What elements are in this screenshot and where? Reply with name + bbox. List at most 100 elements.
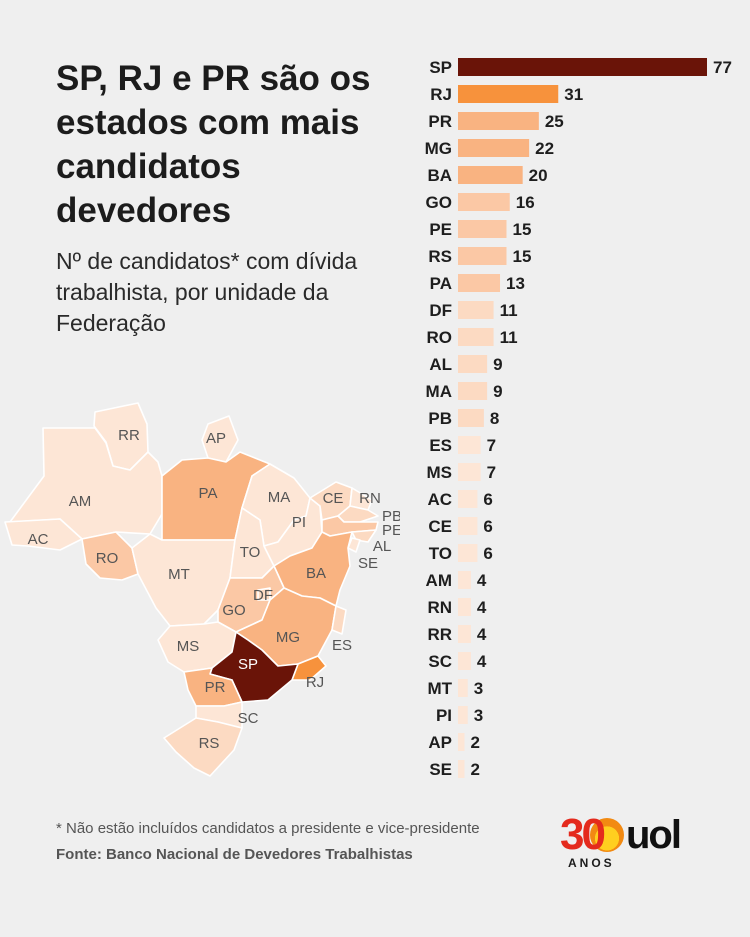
bar-to — [458, 544, 478, 562]
source-note: Fonte: Banco Nacional de Devedores Traba… — [56, 846, 413, 863]
map-label-df: DF — [253, 587, 273, 604]
bar-label-rr: RR — [427, 625, 452, 644]
bar-label-ro: RO — [427, 328, 453, 347]
bar-go — [458, 193, 510, 211]
bar-mt — [458, 679, 468, 697]
map-label-pr: PR — [205, 679, 226, 696]
bar-label-pi: PI — [436, 706, 452, 725]
footnote: * Não estão incluídos candidatos a presi… — [56, 820, 480, 837]
state-shape-es — [331, 605, 347, 635]
bar-am — [458, 571, 471, 589]
bar-value-es: 7 — [487, 436, 496, 455]
bar-rr — [458, 625, 471, 643]
bar-ms — [458, 463, 481, 481]
bar-value-mg: 22 — [535, 139, 554, 158]
map-label-ce: CE — [323, 490, 344, 507]
bar-value-sc: 4 — [477, 652, 487, 671]
bar-se — [458, 760, 465, 778]
map-label-ac: AC — [28, 531, 49, 548]
bar-label-go: GO — [426, 193, 452, 212]
map-label-al: AL — [373, 538, 391, 555]
map-label-se: SE — [358, 555, 378, 572]
bar-value-ro: 11 — [500, 328, 518, 347]
map-label-rs: RS — [199, 735, 220, 752]
chart-subtitle: Nº de candidatos* com dívida trabalhista… — [56, 248, 358, 336]
bar-label-pe: PE — [429, 220, 452, 239]
bar-al — [458, 355, 488, 373]
bar-pi — [458, 706, 468, 724]
logo-anos: ANOS — [568, 856, 615, 870]
map-label-es: ES — [332, 637, 352, 654]
map-label-rn: RN — [359, 490, 381, 507]
bar-value-pa: 13 — [506, 274, 525, 293]
bar-value-ce: 6 — [483, 517, 492, 536]
bar-pr — [458, 112, 539, 130]
bar-value-rs: 15 — [513, 247, 532, 266]
bar-label-ap: AP — [428, 733, 452, 752]
bar-value-se: 2 — [470, 760, 479, 779]
map-label-pi: PI — [292, 514, 306, 531]
bar-rs — [458, 247, 507, 265]
bar-value-ba: 20 — [529, 166, 548, 185]
map-label-pe: PE — [382, 522, 400, 539]
bar-label-ma: MA — [426, 382, 452, 401]
map-label-ms: MS — [177, 638, 200, 655]
bar-value-ma: 9 — [493, 382, 502, 401]
bar-label-pr: PR — [428, 112, 452, 131]
map-label-ma: MA — [268, 489, 291, 506]
map-label-rr: RR — [118, 427, 140, 444]
bar-pb — [458, 409, 484, 427]
map-label-pa: PA — [199, 485, 218, 502]
state-shape-ro — [81, 531, 139, 581]
bar-label-rn: RN — [427, 598, 452, 617]
bar-label-rj: RJ — [430, 85, 452, 104]
bar-mg — [458, 139, 530, 157]
bar-ba — [458, 166, 523, 184]
bar-ma — [458, 382, 488, 400]
bar-ro — [458, 328, 494, 346]
map-label-ba: BA — [306, 565, 326, 582]
map-label-to: TO — [240, 544, 261, 561]
map-label-ro: RO — [96, 550, 119, 567]
bar-df — [458, 301, 494, 319]
bar-value-pe: 15 — [513, 220, 532, 239]
bar-label-sp: SP — [429, 58, 452, 77]
map-label-ap: AP — [206, 430, 226, 447]
bar-value-ac: 6 — [483, 490, 492, 509]
bar-value-rr: 4 — [477, 625, 487, 644]
bar-label-es: ES — [429, 436, 452, 455]
map-label-mt: MT — [168, 566, 190, 583]
uol-30-anos-logo: 30 ANOS uol — [560, 813, 700, 873]
bar-value-df: 11 — [500, 301, 518, 320]
map-label-go: GO — [222, 602, 245, 619]
map-label-am: AM — [69, 493, 92, 510]
bar-ap — [458, 733, 465, 751]
bar-sp — [458, 58, 707, 76]
bar-rj — [458, 85, 559, 103]
bar-value-rj: 31 — [564, 85, 583, 104]
map-label-sc: SC — [238, 710, 259, 727]
bar-label-to: TO — [429, 544, 452, 563]
sun-icon — [590, 818, 624, 852]
bar-ac — [458, 490, 478, 508]
bar-value-am: 4 — [477, 571, 487, 590]
bar-label-ba: BA — [427, 166, 452, 185]
state-shape-rs — [163, 717, 243, 777]
logo-number: 30 — [560, 810, 606, 859]
bar-value-to: 6 — [483, 544, 492, 563]
bar-value-mt: 3 — [474, 679, 483, 698]
bar-value-pi: 3 — [474, 706, 483, 725]
chart-title: SP, RJ e PR são os estados com mais cand… — [56, 59, 371, 230]
bar-value-pb: 8 — [490, 409, 499, 428]
bar-es — [458, 436, 481, 454]
bar-label-ac: AC — [427, 490, 452, 509]
bar-value-sp: 77 — [713, 58, 732, 77]
bar-label-pb: PB — [428, 409, 452, 428]
bar-label-ms: MS — [427, 463, 453, 482]
bar-value-go: 16 — [516, 193, 535, 212]
bar-sc — [458, 652, 471, 670]
bar-value-ms: 7 — [487, 463, 496, 482]
bar-label-al: AL — [429, 355, 452, 374]
